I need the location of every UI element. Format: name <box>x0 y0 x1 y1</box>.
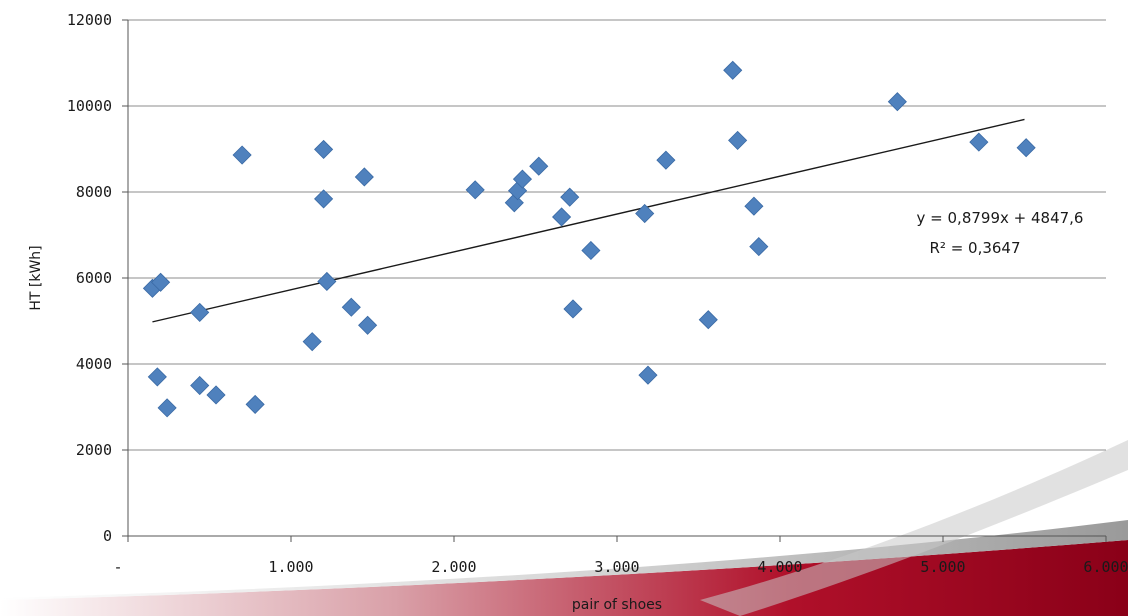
data-point <box>749 237 769 257</box>
data-point <box>969 132 989 152</box>
y-tick-label: 12000 <box>67 11 112 29</box>
trendline-equation: y = 0,8799x + 4847,6 <box>917 209 1084 227</box>
data-point <box>728 130 748 150</box>
y-tick-label: 6000 <box>76 269 112 287</box>
data-point <box>157 398 177 418</box>
data-point <box>190 375 210 396</box>
data-point <box>354 167 374 187</box>
x-tick-label: 5.000 <box>920 558 965 576</box>
data-point <box>314 189 334 209</box>
r-squared-label: R² = 0,3647 <box>929 239 1020 257</box>
trendline <box>152 118 1025 323</box>
data-point <box>190 302 210 322</box>
data-point <box>723 60 743 80</box>
y-tick-label: 2000 <box>76 441 112 459</box>
data-point <box>302 332 322 352</box>
data-point <box>744 196 764 216</box>
data-point <box>245 394 265 414</box>
x-tick-label: 3.000 <box>594 558 639 576</box>
data-point <box>341 297 361 317</box>
gridlines <box>128 19 1106 451</box>
data-point <box>552 207 572 227</box>
y-axis-title: HT [kWh] <box>28 245 44 310</box>
data-point <box>206 385 226 405</box>
x-tick-label: 2.000 <box>431 558 476 576</box>
decorative-swoosh <box>0 440 1128 616</box>
data-point <box>317 271 337 292</box>
axes <box>122 19 1107 542</box>
y-tick-label: 10000 <box>67 97 112 115</box>
data-point <box>465 180 485 200</box>
data-points <box>142 60 1036 418</box>
x-tick-label: 6.000 <box>1083 558 1128 576</box>
data-point <box>529 156 549 176</box>
data-point <box>887 92 907 112</box>
x-axis-title: pair of shoes <box>572 597 662 613</box>
data-point <box>1016 138 1036 158</box>
y-tick-label: 8000 <box>76 183 112 201</box>
tick-labels: 0 2000 4000 6000 8000 10000 12000 - 1.000 2.000 3.… <box>67 11 1128 576</box>
y-tick-label: 0 <box>103 527 112 545</box>
data-point <box>635 203 655 224</box>
data-point <box>581 240 601 261</box>
data-point <box>698 310 718 330</box>
data-point <box>147 367 167 387</box>
data-point <box>151 272 171 292</box>
data-point <box>656 150 676 170</box>
data-point <box>638 365 658 385</box>
trendline-path <box>152 118 1025 323</box>
x-tick-label: 4.000 <box>757 558 802 576</box>
data-point <box>560 187 580 207</box>
x-tick-label: - <box>113 558 122 576</box>
data-point <box>512 169 533 189</box>
data-point <box>358 315 378 335</box>
data-point <box>232 145 252 165</box>
data-point <box>563 299 583 319</box>
data-point <box>314 139 334 159</box>
y-tick-label: 4000 <box>76 355 112 373</box>
x-tick-label: 1.000 <box>268 558 313 576</box>
